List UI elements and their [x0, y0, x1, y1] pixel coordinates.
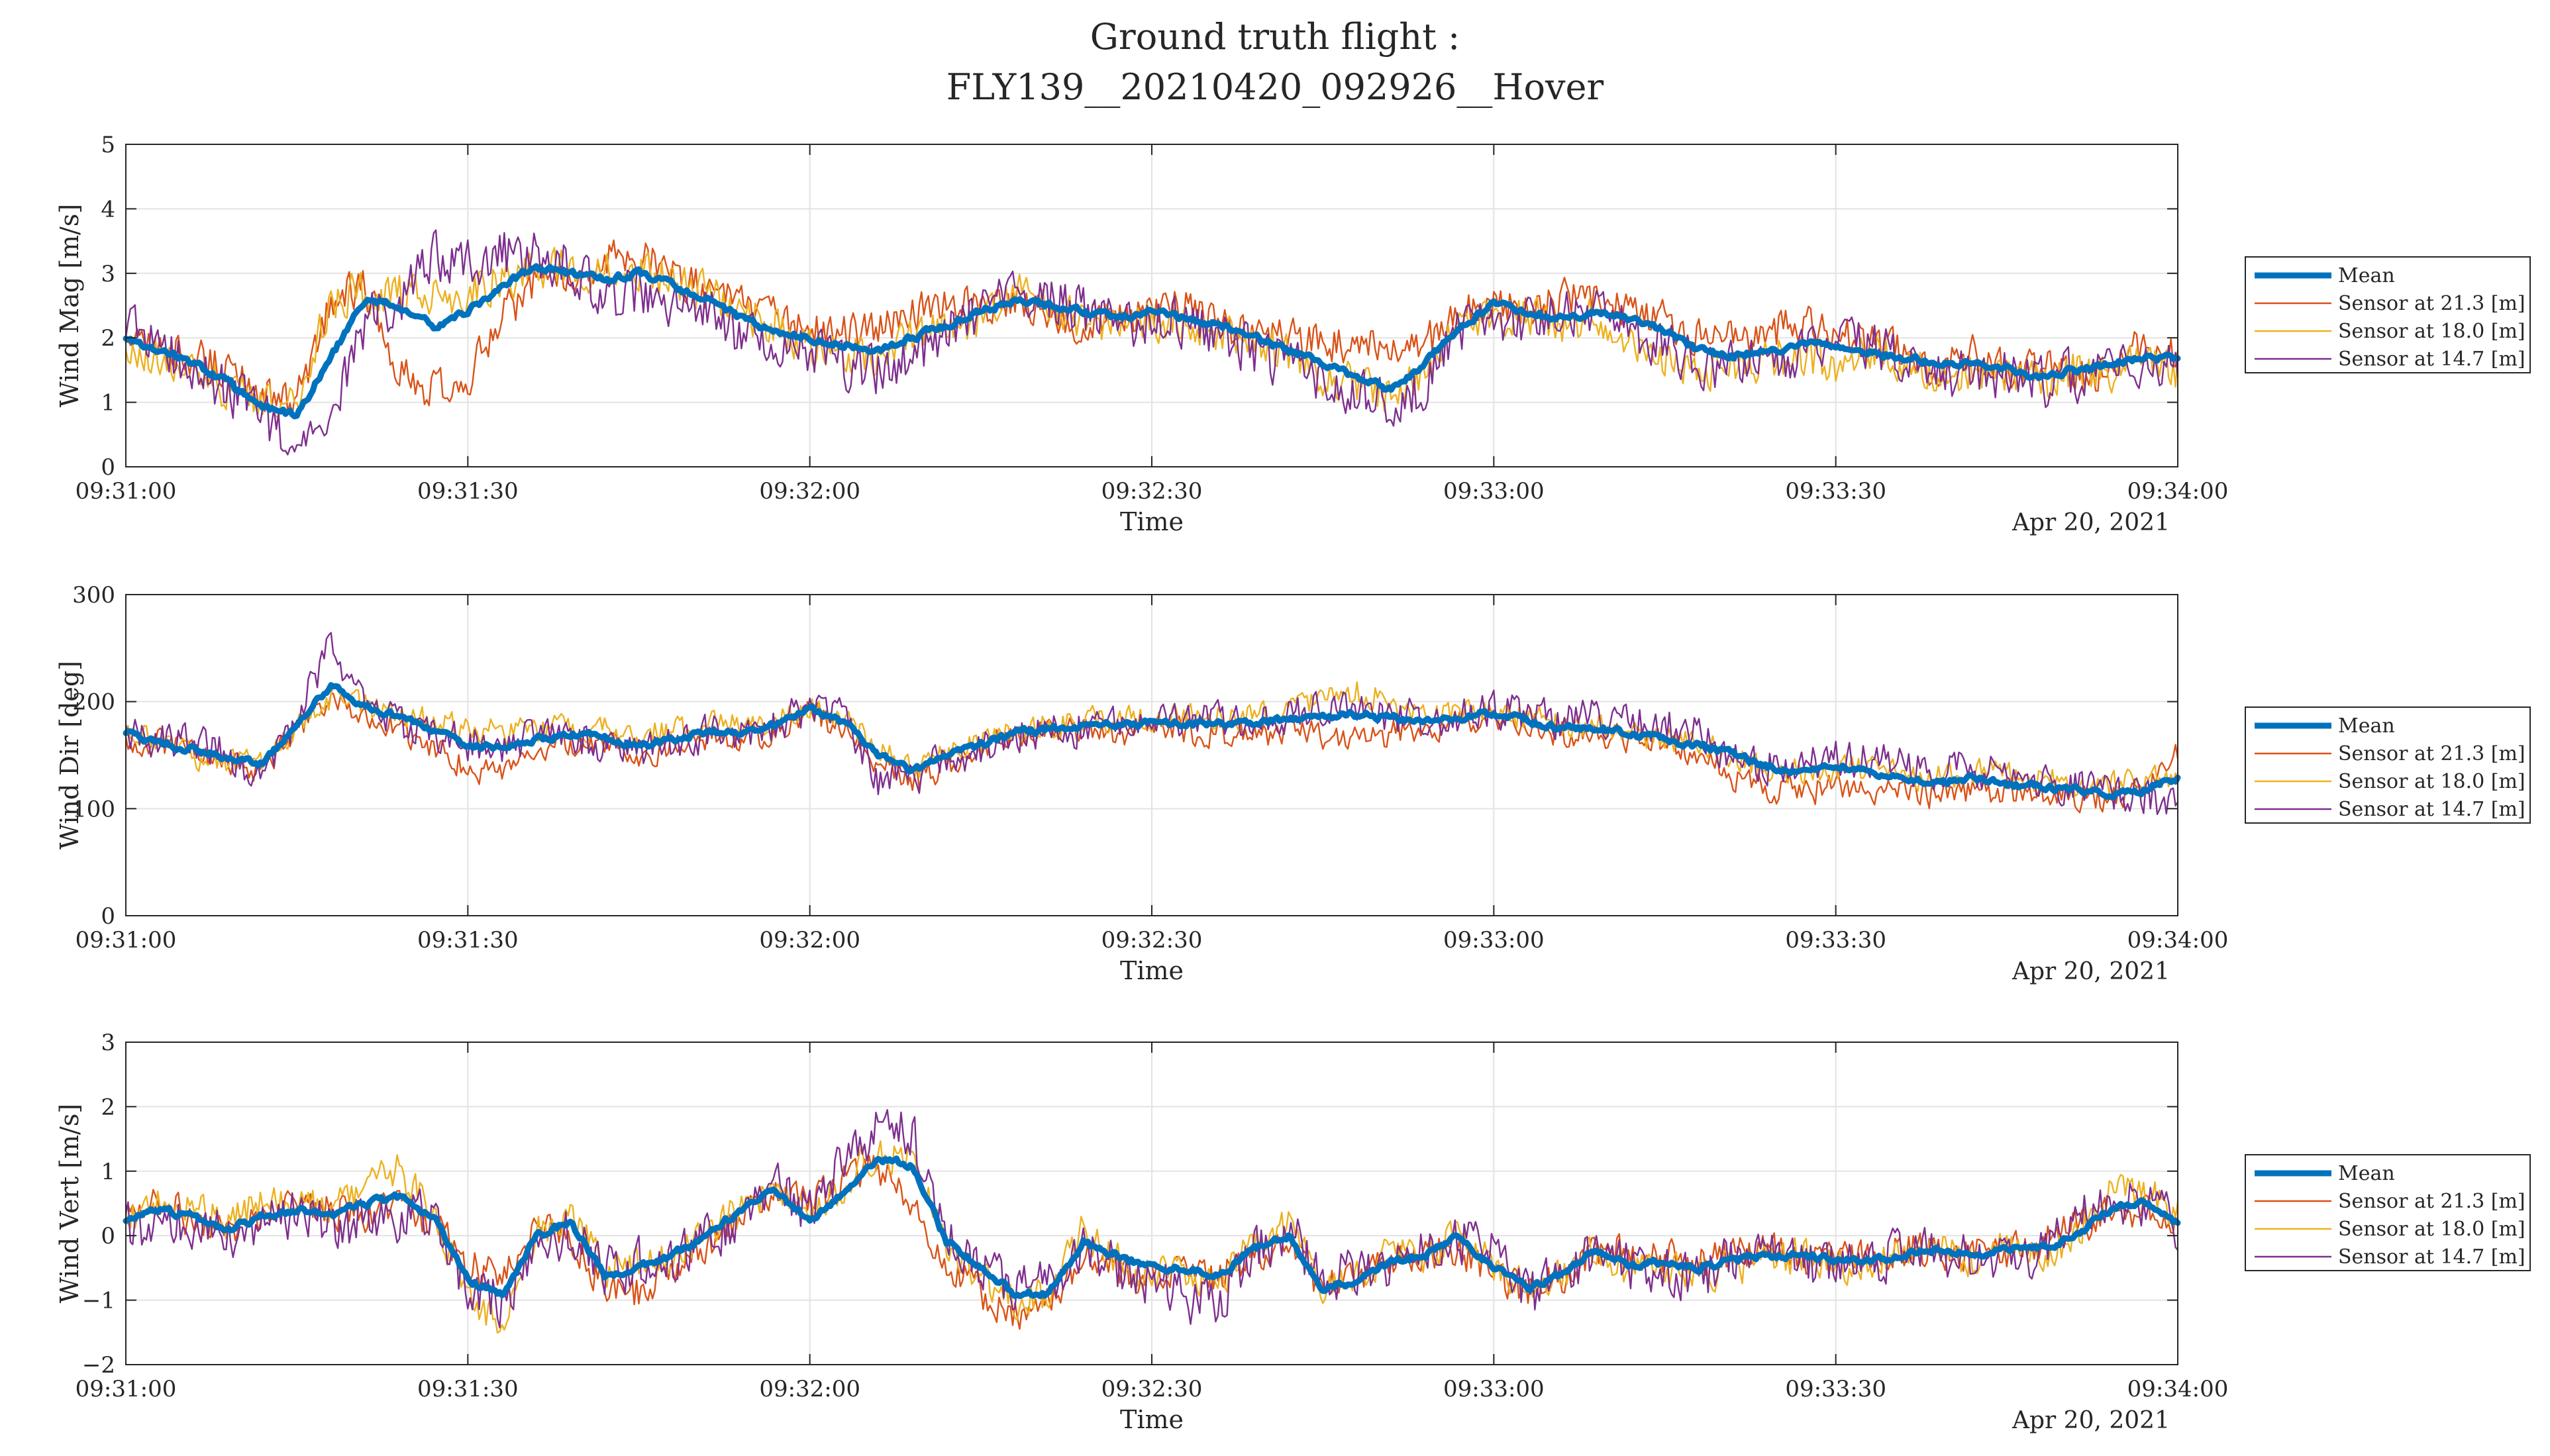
- series-lines: [123, 229, 2181, 456]
- y-tick-label-4: 2: [101, 1094, 115, 1120]
- x-tick-label-3: 09:32:30: [1101, 927, 1203, 953]
- y-tick-label-0: 0: [101, 454, 115, 481]
- x-tick-label-0: 09:31:00: [76, 1376, 177, 1402]
- series-line-sensor-18-0: [125, 246, 2179, 420]
- date-label: Apr 20, 2021: [2012, 1407, 2170, 1434]
- series-line-mean: [123, 682, 2181, 801]
- y-tick-label-2: 2: [101, 325, 115, 352]
- series-line-sensor-14-7: [125, 229, 2179, 456]
- y-tick-label-2: 0: [101, 1223, 115, 1249]
- legend-label-mean: Mean: [2338, 264, 2395, 287]
- y-axis-ticks: 0 100 200 300: [72, 582, 2178, 930]
- y-axis-label: Wind Mag [m/s]: [55, 204, 84, 407]
- y-tick-label-5: 3: [101, 1030, 115, 1056]
- series-line-sensor-14-7: [125, 1108, 2179, 1329]
- y-tick-label-3: 3: [101, 261, 115, 287]
- legend-label-sensor-14-7: Sensor at 14.7 [m]: [2338, 1245, 2525, 1269]
- y-tick-label-0: −2: [82, 1352, 115, 1379]
- x-axis-ticks: 09:31:00 09:31:30 09:32:00 09:32:30 09:33:00…: [76, 595, 2229, 953]
- x-tick-label-2: 09:32:00: [759, 927, 860, 953]
- legend-label-sensor-21-3: Sensor at 21.3 [m]: [2338, 742, 2525, 765]
- x-tick-label-6: 09:34:00: [2127, 927, 2229, 953]
- series-line-mean: [123, 263, 2181, 420]
- x-tick-label-6: 09:34:00: [2127, 1376, 2229, 1402]
- legend-label-sensor-18-0: Sensor at 18.0 [m]: [2338, 770, 2525, 793]
- date-label: Apr 20, 2021: [2012, 958, 2170, 985]
- y-tick-label-1: 1: [101, 390, 115, 416]
- y-axis-ticks: 0 1 2 3 4 5: [101, 132, 2178, 481]
- legend: Mean Sensor at 21.3 [m] Sensor at 18.0 [m]…: [2245, 1154, 2531, 1271]
- x-tick-label-2: 09:32:00: [759, 1376, 860, 1402]
- legend-label-sensor-18-0: Sensor at 18.0 [m]: [2338, 1218, 2525, 1241]
- figure-title-line1: Ground truth flight :: [1090, 16, 1460, 58]
- legend-label-sensor-14-7: Sensor at 14.7 [m]: [2338, 798, 2525, 821]
- x-tick-label-0: 09:31:00: [76, 478, 177, 505]
- series-line-sensor-14-7: [125, 632, 2179, 815]
- date-label: Apr 20, 2021: [2012, 509, 2170, 536]
- legend-label-sensor-21-3: Sensor at 21.3 [m]: [2338, 292, 2525, 315]
- y-axis-label: Wind Dir [deg]: [55, 661, 84, 849]
- x-tick-label-5: 09:33:30: [1785, 927, 1886, 953]
- series-lines: [123, 1108, 2181, 1334]
- y-tick-label-3: 300: [72, 582, 115, 608]
- y-tick-label-2: 200: [72, 689, 115, 716]
- y-tick-label-4: 4: [101, 196, 115, 222]
- y-tick-label-1: 100: [72, 796, 115, 822]
- figure-title-line2: FLY139__20210420_092926__Hover: [946, 66, 1604, 108]
- series-lines: [123, 632, 2181, 815]
- subplot-wind-mag: 09:31:00 09:31:30 09:32:00 09:32:30 09:33:00…: [55, 132, 2531, 536]
- legend-label-sensor-21-3: Sensor at 21.3 [m]: [2338, 1190, 2525, 1213]
- legend: Mean Sensor at 21.3 [m] Sensor at 18.0 [m]…: [2245, 706, 2531, 824]
- series-line-sensor-21-3: [125, 239, 2179, 415]
- x-tick-label-5: 09:33:30: [1785, 478, 1886, 505]
- series-line-mean: [123, 1155, 2181, 1300]
- x-tick-label-1: 09:31:30: [417, 478, 519, 505]
- legend-label-sensor-18-0: Sensor at 18.0 [m]: [2338, 320, 2525, 343]
- y-tick-label-0: 0: [101, 903, 115, 930]
- legend: Mean Sensor at 21.3 [m] Sensor at 18.0 [m]…: [2245, 256, 2531, 373]
- x-axis-label: Time: [1120, 1405, 1184, 1434]
- legend-box: [2245, 706, 2531, 824]
- x-tick-label-3: 09:32:30: [1101, 478, 1203, 505]
- x-tick-label-5: 09:33:30: [1785, 1376, 1886, 1402]
- x-axis-label: Time: [1120, 956, 1184, 985]
- subplot-wind-vert: 09:31:00 09:31:30 09:32:00 09:32:30 09:33:00…: [55, 1030, 2531, 1434]
- x-tick-label-4: 09:33:00: [1443, 478, 1545, 505]
- x-tick-label-4: 09:33:00: [1443, 927, 1545, 953]
- x-axis-label: Time: [1120, 507, 1184, 536]
- x-tick-label-1: 09:31:30: [417, 1376, 519, 1402]
- x-tick-label-3: 09:32:30: [1101, 1376, 1203, 1402]
- x-axis-ticks: 09:31:00 09:31:30 09:32:00 09:32:30 09:33:00…: [76, 144, 2229, 505]
- x-axis-ticks: 09:31:00 09:31:30 09:32:00 09:32:30 09:33:00…: [76, 1042, 2229, 1402]
- y-tick-label-3: 1: [101, 1159, 115, 1185]
- y-tick-label-1: −1: [82, 1288, 115, 1314]
- legend-label-sensor-14-7: Sensor at 14.7 [m]: [2338, 348, 2525, 371]
- x-tick-label-4: 09:33:00: [1443, 1376, 1545, 1402]
- series-line-sensor-18-0: [125, 681, 2179, 797]
- y-tick-label-5: 5: [101, 132, 115, 158]
- subplots: 09:31:00 09:31:30 09:32:00 09:32:30 09:33:00…: [55, 132, 2531, 1434]
- x-tick-label-0: 09:31:00: [76, 927, 177, 953]
- legend-label-mean: Mean: [2338, 1162, 2395, 1185]
- y-axis-label: Wind Vert [m/s]: [55, 1104, 84, 1303]
- subplot-wind-dir: 09:31:00 09:31:30 09:32:00 09:32:30 09:33:00…: [55, 582, 2531, 985]
- x-tick-label-1: 09:31:30: [417, 927, 519, 953]
- x-tick-label-2: 09:32:00: [759, 478, 860, 505]
- x-tick-label-6: 09:34:00: [2127, 478, 2229, 505]
- y-axis-ticks: −2 −1 0 1 2 3: [82, 1030, 2178, 1379]
- legend-label-mean: Mean: [2338, 714, 2395, 738]
